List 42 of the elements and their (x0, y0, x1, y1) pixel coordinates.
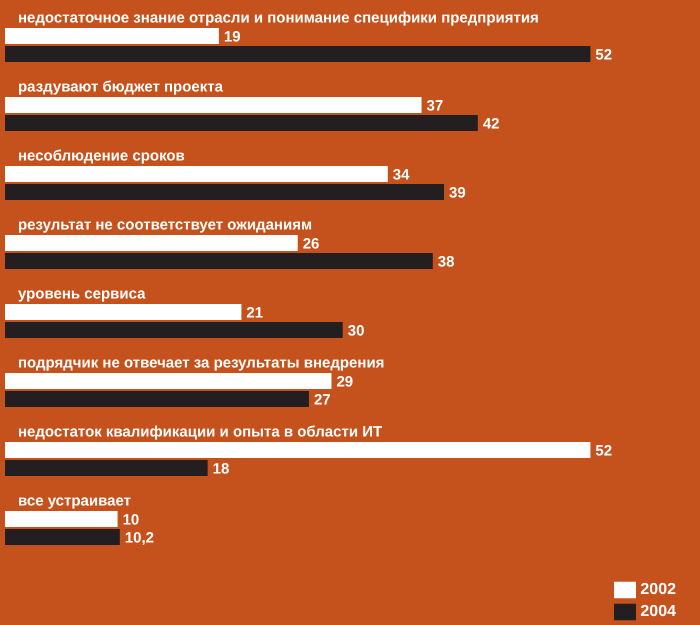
bar (5, 235, 298, 251)
bar (5, 28, 219, 44)
bar (5, 115, 478, 131)
bar (5, 97, 422, 113)
bar (5, 529, 120, 545)
data-label: 30 (348, 322, 364, 340)
data-label: 18 (212, 460, 230, 478)
bar (5, 184, 444, 200)
y-tick-label: недостаточное знание отрасли и понимание специфики предприятия (18, 10, 539, 26)
y-tick-label: несоблюдение сроков (18, 148, 185, 164)
data-label: 26 (302, 235, 320, 252)
y-tick-label: все устраивает (18, 492, 131, 510)
data-label: 37 (426, 97, 444, 114)
data-label: 21 (246, 304, 264, 322)
bar (5, 253, 433, 269)
data-label: 39 (449, 184, 466, 202)
bar (5, 511, 118, 527)
bar (5, 391, 309, 407)
y-tick-label: недостаток квалификации и опыта в области ИТ (18, 424, 382, 440)
data-label: 29 (336, 373, 354, 390)
data-label: 52 (595, 46, 612, 64)
bar (5, 166, 388, 182)
data-label: 27 (314, 391, 331, 408)
legend-label: 2004 (640, 603, 676, 620)
legend-label: 2002 (640, 581, 676, 598)
data-label: 10,2 (124, 529, 154, 546)
bar (5, 46, 590, 62)
bar (5, 373, 332, 389)
data-label: 52 (595, 442, 612, 460)
y-tick-label: раздувают бюджет проекта (18, 78, 224, 96)
data-label: 42 (482, 115, 500, 132)
data-label: 10 (122, 511, 140, 528)
bar (5, 304, 242, 320)
data-label: 38 (438, 253, 454, 270)
bar (5, 322, 343, 338)
y-tick-label: подрядчик не отвечает за результаты внедрения (18, 354, 384, 372)
bar (5, 442, 590, 458)
data-label: 19 (224, 28, 241, 46)
y-tick-label: уровень сервиса (18, 286, 146, 302)
y-tick-label: результат не соответствует ожиданиям (18, 216, 312, 234)
data-label: 34 (392, 166, 410, 184)
bar (5, 460, 208, 476)
